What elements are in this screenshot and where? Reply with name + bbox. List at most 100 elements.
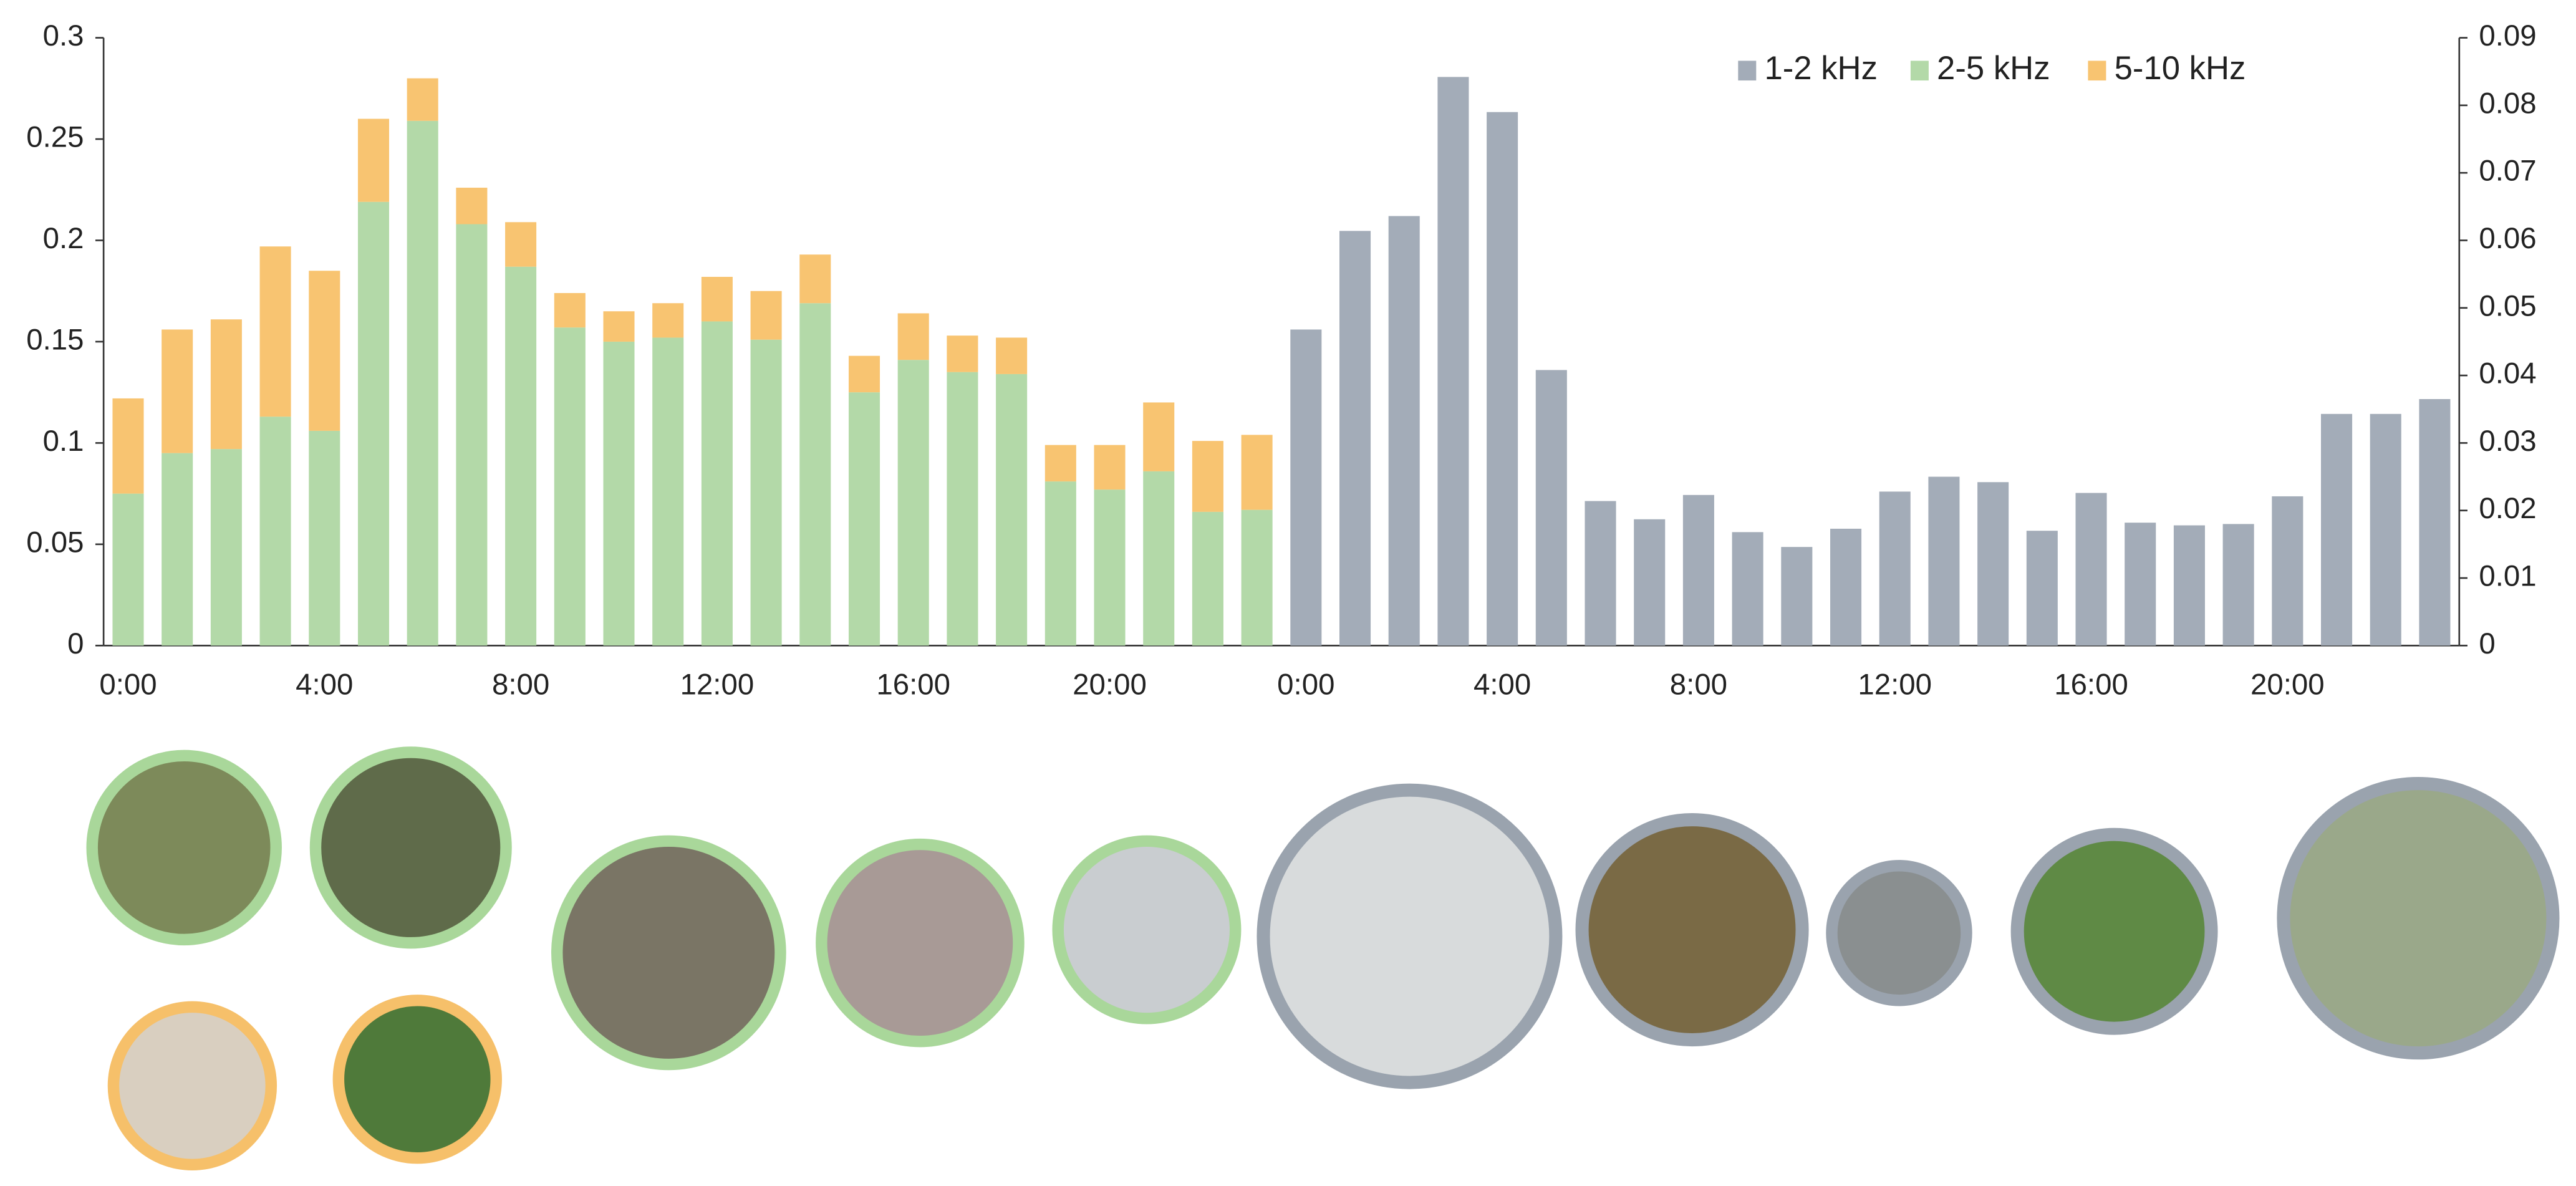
legend-swatch [1738,60,1757,81]
bar [554,327,586,646]
bar [2321,413,2353,646]
bar [1830,528,1862,646]
bar [456,224,488,646]
legend-label: 1-2 kHz [1764,50,1877,87]
bar [996,374,1028,646]
bar [1241,435,1273,510]
photo-magpie [551,835,786,1071]
y2-tick-label: 0.06 [2479,222,2536,255]
photo-katydid [332,995,502,1164]
bar [799,254,831,304]
y-tick-label: 0.2 [43,222,84,255]
y2-tick-label: 0.01 [2479,560,2536,593]
bar [1535,370,1567,646]
bar [2222,524,2254,646]
bar [1585,501,1616,646]
bar [505,266,537,646]
y2-tick-label: 0.07 [2479,155,2536,188]
photo-blackbird [86,750,282,946]
bar [1290,329,1322,646]
y-tick-label: 0.25 [26,121,84,154]
bar [897,360,929,646]
bar [2125,523,2156,646]
legend-label: 2-5 kHz [1937,50,2050,87]
legend-swatch [2088,60,2106,81]
photo-cricket [107,1001,277,1170]
y-tick-label: 0.1 [43,425,84,458]
bar [996,337,1028,374]
photos [86,746,2560,1170]
photo-crow [816,838,1025,1048]
bar [1094,445,1126,490]
bar [1192,441,1223,512]
x-tick-label: 0:00 [99,668,157,701]
bar [309,271,340,431]
bar [1634,519,1666,646]
y2-tick-label: 0.04 [2479,357,2536,390]
y2-tick-label: 0 [2479,627,2495,660]
bar [554,292,586,328]
bar [210,319,242,450]
x-tick-label: 12:00 [680,668,755,701]
bar [1732,532,1763,646]
x-tick-label: 4:00 [1474,668,1531,701]
x-tick-label: 16:00 [876,668,950,701]
bar [2173,525,2205,646]
bar [259,246,291,417]
y2-tick-label: 0.09 [2479,19,2536,52]
bar [1487,112,1518,646]
bar [652,303,684,338]
bar [112,493,144,646]
photo-frog [1575,813,1809,1047]
bar [162,329,193,453]
bar [1781,547,1813,646]
x-tick-label: 8:00 [1670,668,1727,701]
bar [1977,482,2009,646]
bar [1044,481,1076,646]
legend-swatch [1910,60,1929,81]
bar [897,313,929,360]
bar [2419,399,2451,646]
photo-people [2010,827,2218,1035]
bar [799,303,831,646]
bar [750,339,782,646]
bar [505,222,537,267]
bar [357,118,390,202]
y-tick-label: 0.05 [26,526,84,559]
bar [1143,402,1175,471]
bar [407,78,438,121]
photo-cuckoo [309,746,512,949]
x-tick-label: 12:00 [1858,668,1932,701]
bar [947,335,978,372]
bar [701,321,733,646]
photo-sparrow [1052,835,1242,1024]
bar [259,417,291,646]
bar [210,449,242,646]
y-tick-label: 0 [67,627,84,660]
photo-truck [1257,783,1563,1089]
y2-tick-label: 0.08 [2479,87,2536,120]
bar [407,120,438,646]
bar [1241,509,1273,646]
x-tick-label: 16:00 [2054,668,2128,701]
bar [701,276,733,322]
x-tick-label: 0:00 [1277,668,1334,701]
bar [947,372,978,646]
bar [309,430,340,646]
bar [1192,511,1223,646]
bar [848,355,880,393]
bar [750,291,782,340]
bar [603,311,635,342]
bar [652,337,684,646]
bar [2026,531,2058,646]
bar [1682,494,1714,646]
bar [848,392,880,646]
y-tick-label: 0.15 [26,323,84,356]
bar [2370,413,2401,646]
bar [1094,489,1126,646]
photo-woodpecker [1826,860,1972,1006]
bar [603,341,635,646]
bar [1143,471,1175,646]
x-tick-label: 8:00 [492,668,549,701]
